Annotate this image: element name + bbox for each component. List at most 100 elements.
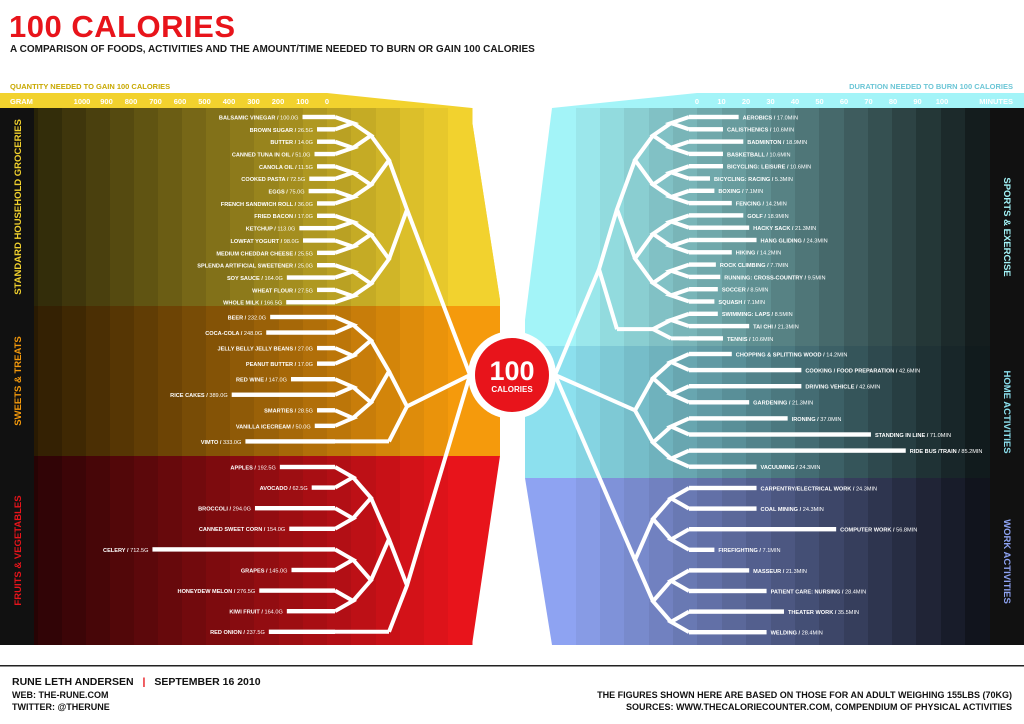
right-category-strip (990, 108, 1024, 645)
food-bar (302, 114, 335, 120)
activity-bar (689, 432, 871, 437)
activity-bar (689, 250, 732, 255)
category-label-right: HOME ACTIVITIES (1001, 370, 1012, 453)
activity-label: TAI CHI / 21.3MIN (753, 325, 799, 331)
food-bar (309, 176, 335, 181)
activity-bar (689, 630, 767, 635)
left-tick: 1000 (74, 97, 91, 106)
activity-bar (689, 588, 767, 594)
food-bar (254, 506, 335, 511)
activity-label: SOCCER / 8.5MIN (722, 288, 769, 294)
activity-bar (689, 416, 788, 421)
left-tick: 500 (198, 97, 211, 106)
food-label: RED WINE / 147.0G (236, 378, 287, 384)
activity-bar (689, 311, 718, 316)
activity-label: SQUASH / 7.1MIN (718, 300, 765, 306)
activity-label: TENNIS / 10.6MIN (727, 337, 773, 343)
food-bar (152, 547, 335, 552)
left-panel (0, 93, 500, 645)
activity-label: BICYCLING: LEISURE / 10.6MIN (727, 165, 811, 171)
food-label: CANNED SWEET CORN / 154.0G (199, 527, 285, 533)
activity-bar (689, 200, 732, 206)
activity-label: IRONING / 37.0MIN (792, 417, 842, 423)
food-bar (317, 201, 335, 206)
food-label: KIWI FRUIT / 164.0G (229, 610, 282, 616)
activity-label: HANG GLIDING / 24.3MIN (761, 238, 828, 244)
left-tick: 900 (100, 97, 113, 106)
food-label: PEANUT BUTTER / 17.0G (246, 362, 313, 368)
activity-bar (689, 237, 757, 243)
center-word: CALORIES (491, 385, 533, 394)
footer-divider (0, 665, 1024, 667)
food-bar (270, 314, 335, 320)
activity-bar (689, 213, 744, 218)
right-axis-title: DURATION NEEDED TO BURN 100 CALORIES (849, 82, 1013, 91)
right-tick: 70 (864, 97, 872, 106)
food-label: VANILLA ICECREAM / 50.0G (236, 424, 311, 430)
activity-label: CALISTHENICS / 10.6MIN (727, 128, 794, 134)
food-bar (266, 330, 335, 335)
food-label: FRIED BACON / 17.0G (254, 214, 313, 220)
footer-twitter[interactable]: TWITTER: @THERUNE (12, 702, 110, 712)
activity-bar (689, 188, 715, 193)
activity-label: PATIENT CARE: NURSING / 28.4MIN (771, 589, 867, 595)
activity-label: WELDING / 28.4MIN (771, 631, 823, 637)
activity-label: COAL MINING / 24.3MIN (761, 507, 824, 513)
category-label-right: SPORTS & EXERCISE (1001, 177, 1012, 276)
activity-label: VACUUMING / 24.3MIN (761, 465, 821, 471)
food-label: MEDIUM CHEDDAR CHEESE / 25.5G (216, 251, 313, 257)
food-bar (302, 238, 335, 243)
food-bar (308, 188, 335, 194)
food-label: WHEAT FLOUR / 27.5G (252, 288, 313, 294)
food-bar (317, 408, 335, 413)
food-bar (290, 377, 335, 382)
food-label: BROCCOLI / 294.0G (198, 507, 251, 513)
food-bar (317, 127, 335, 132)
left-axis-unit: GRAM (10, 97, 33, 106)
activity-label: BOXING / 7.1MIN (718, 189, 763, 195)
food-label: CANNED TUNA IN OIL / 51.0G (232, 152, 311, 158)
activity-bar (689, 568, 750, 573)
category-label-left: FRUITS & VEGETABLES (13, 495, 24, 605)
activity-label: STANDING IN LINE / 71.0MIN (875, 433, 951, 439)
footer-web[interactable]: WEB: THE-RUNE.COM (12, 690, 109, 700)
food-bar (268, 629, 335, 634)
activity-label: GOLF / 18.9MIN (747, 214, 788, 220)
food-bar (317, 345, 335, 351)
activity-bar (689, 400, 750, 405)
activity-bar (689, 367, 802, 373)
author-name: RUNE LETH ANDERSEN (12, 676, 134, 688)
activity-label: HACKY SACK / 21.3MIN (753, 226, 816, 232)
left-tick: 300 (247, 97, 260, 106)
food-label: BROWN SUGAR / 26.5G (250, 128, 313, 134)
right-tick: 90 (913, 97, 921, 106)
activity-bar (689, 506, 757, 511)
category-label-left: STANDARD HOUSEHOLD GROCERIES (13, 119, 24, 295)
food-bar (245, 439, 335, 444)
activity-trunk (553, 268, 601, 376)
funnel-fruits (472, 456, 500, 645)
food-bar (317, 250, 335, 256)
food-label: EGGS / 75.0G (269, 190, 305, 196)
activity-bar (689, 287, 718, 292)
food-label: GRAPES / 145.0G (241, 568, 288, 574)
center-number: 100 (489, 356, 534, 386)
food-label: SOY SAUCE / 164.0G (227, 276, 283, 282)
activity-bar (689, 164, 723, 169)
food-bar (317, 164, 335, 169)
activity-label: RIDE BUS /TRAIN / 85.2MIN (910, 449, 983, 455)
food-label: KETCHUP / 113.0G (246, 227, 296, 233)
activity-label: THEATER WORK / 35.5MIN (788, 610, 859, 616)
food-bar (299, 225, 335, 231)
food-label: AVOCADO / 62.5G (260, 486, 308, 492)
food-bar (317, 361, 335, 366)
food-label: WHOLE MILK / 166.5G (223, 301, 282, 307)
section-bg-work (552, 478, 1024, 645)
right-tick: 20 (742, 97, 750, 106)
activity-bar (689, 262, 716, 267)
food-label: CELERY / 712.5G (103, 548, 148, 554)
right-tree: AEROBICS / 17.0MIN CALISTHENICS / 10.6MIN… (553, 114, 983, 637)
activity-label: COMPUTER WORK / 56.8MIN (840, 528, 917, 534)
activity-label: GARDENING / 21.3MIN (753, 401, 813, 407)
activity-label: FIREFIGHTING / 7.1MIN (718, 548, 780, 554)
